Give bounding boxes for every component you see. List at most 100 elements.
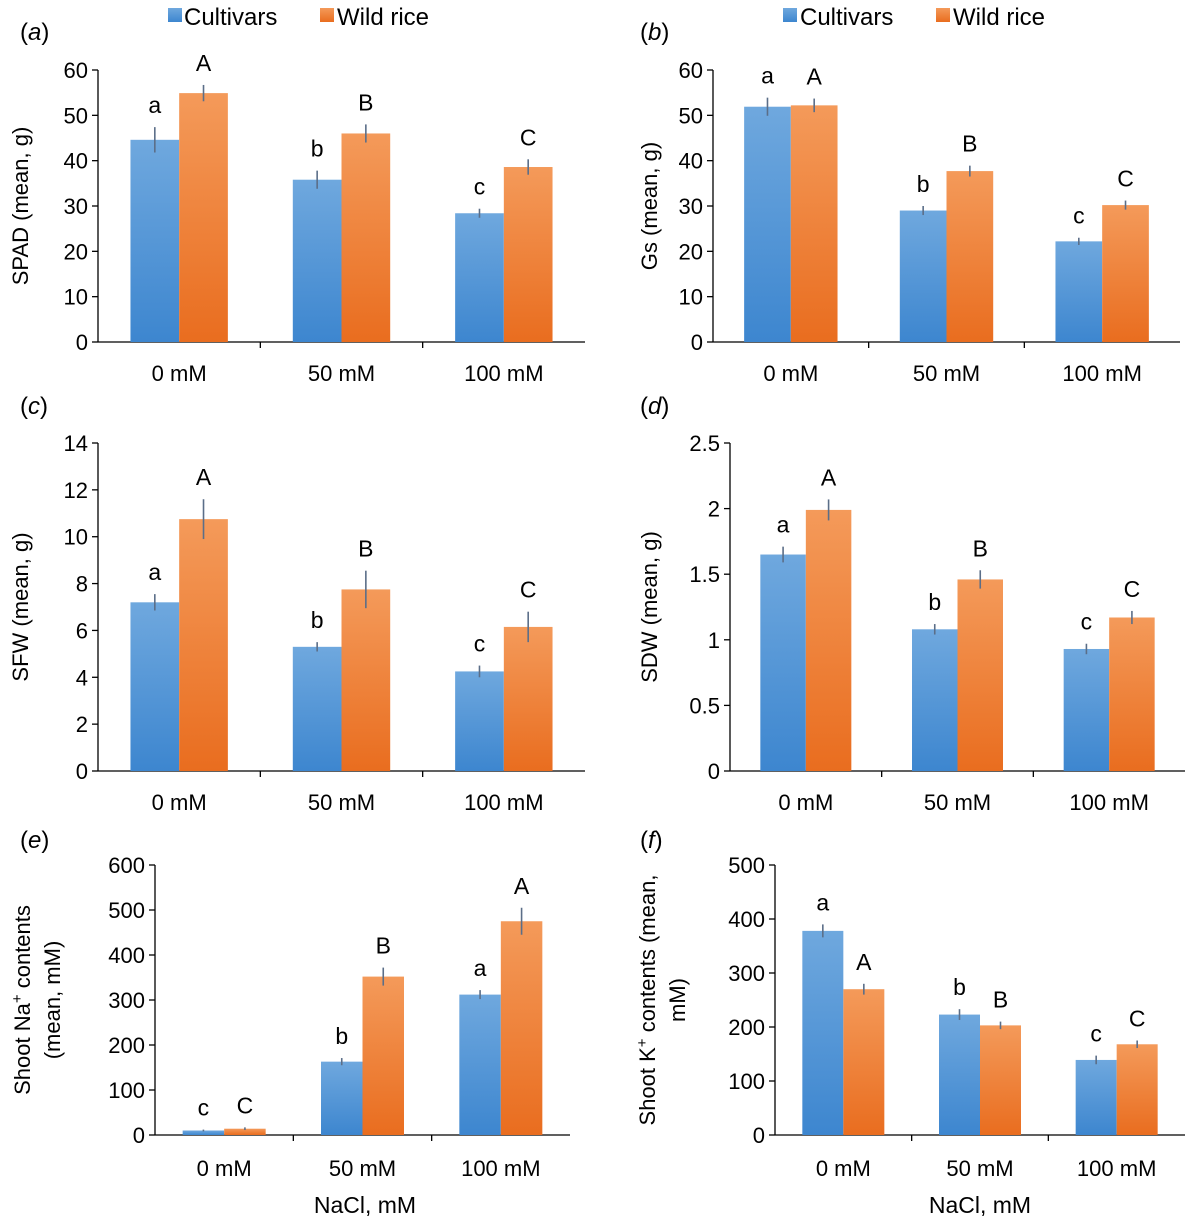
x-tick-label: 100 mM xyxy=(1062,361,1141,386)
bar-wild-rice xyxy=(503,167,553,342)
legend-cultivars-swatch xyxy=(783,8,797,22)
significance-letter-wild-rice: C xyxy=(237,1092,254,1118)
significance-letter-wild-rice: A xyxy=(196,50,212,76)
x-tick-label: 0 mM xyxy=(763,361,818,386)
y-tick-label: 40 xyxy=(679,149,703,174)
y-tick-label: 10 xyxy=(679,285,703,310)
x-tick-label: 50 mM xyxy=(329,1156,396,1181)
y-tick-label: 8 xyxy=(76,572,88,597)
y-tick-label: 300 xyxy=(108,988,145,1013)
y-tick-label: 0.5 xyxy=(689,693,720,718)
legend-cultivars-label: Cultivars xyxy=(184,4,277,31)
y-tick-label: 10 xyxy=(64,285,88,310)
significance-letter-wild-rice: A xyxy=(196,464,212,490)
bar-wild-rice xyxy=(1109,617,1155,771)
panel-label: (e) xyxy=(20,827,49,854)
x-tick-label: 0 mM xyxy=(152,790,207,815)
chart-panel-c: (c) 0 2 4 6 8 10 12 14 0 mM a A 50 mM b B 100 mM c C SFW (… xyxy=(8,393,585,815)
significance-letter-cultivars: a xyxy=(761,63,774,89)
x-tick-label: 100 mM xyxy=(1077,1156,1156,1181)
y-axis-label: SFW (mean, g) xyxy=(8,532,33,681)
significance-letter-cultivars: c xyxy=(474,174,486,200)
y-tick-label: 2 xyxy=(708,497,720,522)
bar-cultivars xyxy=(321,1061,363,1135)
y-tick-label: 400 xyxy=(728,907,765,932)
bar-cultivars xyxy=(760,554,806,771)
y-tick-label: 100 xyxy=(108,1078,145,1103)
bar-wild-rice xyxy=(179,93,228,343)
y-tick-label: 60 xyxy=(679,58,703,83)
x-axis-title: NaCl, mM xyxy=(314,1192,416,1218)
y-tick-label: 2.5 xyxy=(689,431,720,456)
bar-cultivars xyxy=(292,646,342,771)
significance-letter-wild-rice: A xyxy=(514,873,530,899)
significance-letter-cultivars: b xyxy=(917,171,930,197)
significance-letter-wild-rice: B xyxy=(962,131,977,157)
bar-wild-rice xyxy=(946,171,994,342)
y-tick-label: 1 xyxy=(708,628,720,653)
panel-label: (b) xyxy=(640,19,669,46)
significance-letter-wild-rice: C xyxy=(520,124,537,150)
panel-label: (a) xyxy=(20,19,49,46)
y-axis-label: Shoot Na+ contents xyxy=(9,905,36,1095)
bar-wild-rice xyxy=(980,1025,1021,1135)
y-tick-label: 30 xyxy=(64,194,88,219)
y-tick-label: 4 xyxy=(76,665,88,690)
chart-panel-e: (e) 0 100 200 300 400 500 600 0 mM c C 50 mM b B 100 m… xyxy=(9,827,570,1218)
bar-cultivars xyxy=(455,213,504,342)
y-axis-label-line2: mM) xyxy=(665,978,690,1022)
bar-wild-rice xyxy=(790,105,838,342)
bar-cultivars xyxy=(292,179,342,342)
bar-wild-rice xyxy=(1102,205,1149,342)
legend-wild-label: Wild rice xyxy=(337,4,429,31)
significance-letter-wild-rice: B xyxy=(358,89,373,115)
y-tick-label: 500 xyxy=(108,898,145,923)
x-tick-label: 50 mM xyxy=(913,361,980,386)
bar-cultivars xyxy=(130,602,180,771)
y-axis-label: Shoot K+ contents (mean, xyxy=(634,875,661,1126)
significance-letter-cultivars: c xyxy=(198,1095,210,1121)
bar-wild-rice xyxy=(843,989,885,1135)
y-tick-label: 400 xyxy=(108,943,145,968)
significance-letter-cultivars: b xyxy=(335,1023,348,1049)
y-tick-label: 6 xyxy=(76,618,88,643)
y-axis-label: SDW (mean, g) xyxy=(637,531,662,683)
y-tick-label: 10 xyxy=(64,525,88,550)
bar-cultivars xyxy=(939,1014,980,1135)
x-tick-label: 50 mM xyxy=(924,790,991,815)
y-tick-label: 20 xyxy=(679,239,703,264)
bar-wild-rice xyxy=(341,133,391,342)
bar-wild-rice xyxy=(503,626,553,771)
x-tick-label: 0 mM xyxy=(816,1156,871,1181)
y-tick-label: 20 xyxy=(64,239,88,264)
bar-cultivars xyxy=(455,671,504,771)
y-tick-label: 14 xyxy=(64,431,88,456)
significance-letter-wild-rice: B xyxy=(376,933,391,959)
bar-cultivars xyxy=(1075,1059,1117,1135)
x-tick-label: 50 mM xyxy=(946,1156,1013,1181)
significance-letter-wild-rice: C xyxy=(1129,1006,1146,1032)
chart-panel-a: (a) 0 10 20 30 40 50 60 0 mM a A 50 mM b B 100 mM c C SPA… xyxy=(8,19,585,386)
significance-letter-wild-rice: A xyxy=(807,64,823,90)
significance-letter-wild-rice: A xyxy=(821,464,837,490)
y-tick-label: 500 xyxy=(728,853,765,878)
y-tick-label: 40 xyxy=(64,149,88,174)
y-axis-label: SPAD (mean, g) xyxy=(8,127,33,286)
x-tick-label: 0 mM xyxy=(778,790,833,815)
y-tick-label: 1.5 xyxy=(689,562,720,587)
x-tick-label: 100 mM xyxy=(464,361,543,386)
y-tick-label: 0 xyxy=(753,1123,765,1148)
significance-letter-cultivars: b xyxy=(311,607,324,633)
significance-letter-cultivars: a xyxy=(148,92,161,118)
significance-letter-wild-rice: B xyxy=(973,535,988,561)
significance-letter-wild-rice: C xyxy=(1117,166,1134,192)
significance-letter-cultivars: c xyxy=(1073,203,1085,229)
chart-panel-b: (b) 0 10 20 30 40 50 60 0 mM a A 50 mM b B 100 mM c C Gs … xyxy=(637,19,1180,386)
legend-cultivars-swatch xyxy=(168,8,182,22)
x-axis-title: NaCl, mM xyxy=(929,1192,1031,1218)
panel-label: (d) xyxy=(640,393,669,420)
bar-cultivars xyxy=(459,994,501,1135)
bar-cultivars xyxy=(744,106,791,342)
y-tick-label: 30 xyxy=(679,194,703,219)
y-tick-label: 12 xyxy=(64,478,88,503)
